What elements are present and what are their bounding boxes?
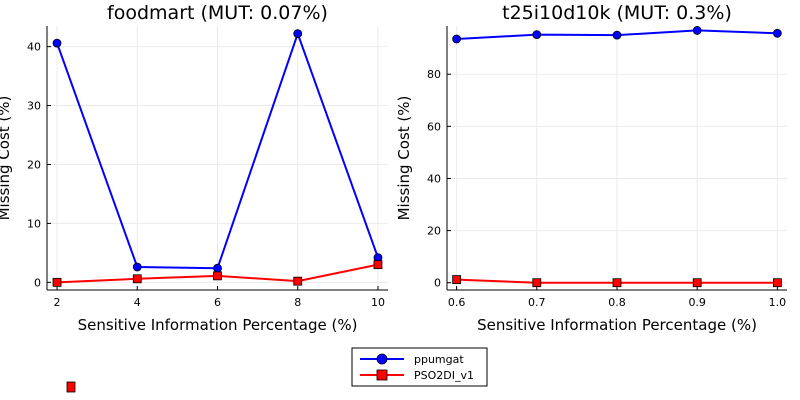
stray-square-marker [66,381,76,393]
data-point [692,26,702,35]
x-axis-label: Sensitive Information Percentage (%) [477,316,757,334]
legend-label: PSO2DI_v1 [414,369,474,382]
x-tick-label: 0.6 [448,296,466,309]
x-tick-label: 10 [371,296,385,309]
data-point [293,29,303,39]
legend-box [351,347,488,387]
chart-panel-1: 2 4 6 8 10 0 10 20 30 40 foodmart (MUT: 0.07%) Sens… [0,2,388,334]
legend-marker [376,369,388,381]
data-point [213,263,222,273]
legend-label: ppumgat [414,353,464,366]
y-axis-label: Missing Cost (%) [395,96,413,221]
x-tick-label: 8 [294,296,301,309]
data-point [52,38,62,48]
data-point [532,278,542,288]
x-tick-label: 4 [134,296,141,309]
data-point [52,277,62,287]
y-tick-label: 0 [34,276,41,289]
data-point [373,260,383,270]
y-tick-label: 20 [27,158,41,171]
data-point [293,276,303,286]
chart-title: foodmart (MUT: 0.07%) [107,2,328,24]
data-point [132,274,142,284]
y-tick-label: 40 [427,172,441,185]
chart-title: t25i10d10k (MUT: 0.3%) [502,2,732,24]
x-tick-label: 0.8 [608,296,626,309]
y-tick-label: 0 [434,277,441,290]
data-point [132,262,142,272]
x-tick-label: 0.9 [688,296,706,309]
data-point [213,271,222,281]
chart-panel-2: 0.6 0.7 0.8 0.9 1.0 0 20 40 60 80 t25i10d10k (MUT:… [395,2,787,334]
data-point [612,278,622,288]
y-tick-label: 20 [427,225,441,238]
data-point [772,278,782,288]
x-tick-label: 2 [54,296,61,309]
legend-marker [376,353,388,365]
legend: ppumgat PSO2DI_v1 [351,347,488,387]
x-tick-label: 0.7 [528,296,546,309]
data-point [772,28,782,38]
y-tick-label: 30 [27,100,41,113]
x-tick-label: 1.0 [769,296,787,309]
data-point [452,275,462,284]
series-PSO2DI_v1 [52,260,383,287]
data-point [452,34,462,44]
y-tick-label: 60 [427,120,441,133]
y-axis-label: Missing Cost (%) [0,96,13,221]
data-point [532,30,542,40]
y-tick-label: 40 [27,41,41,54]
data-point [612,30,622,40]
x-axis-label: Sensitive Information Percentage (%) [78,316,358,334]
series-PSO2DI_v1 [452,275,782,288]
data-point [692,278,702,288]
y-tick-label: 10 [27,217,41,230]
y-tick-label: 80 [427,68,441,81]
series-ppumgat [452,26,782,44]
x-tick-label: 6 [214,296,221,309]
stray-marker [66,381,76,393]
